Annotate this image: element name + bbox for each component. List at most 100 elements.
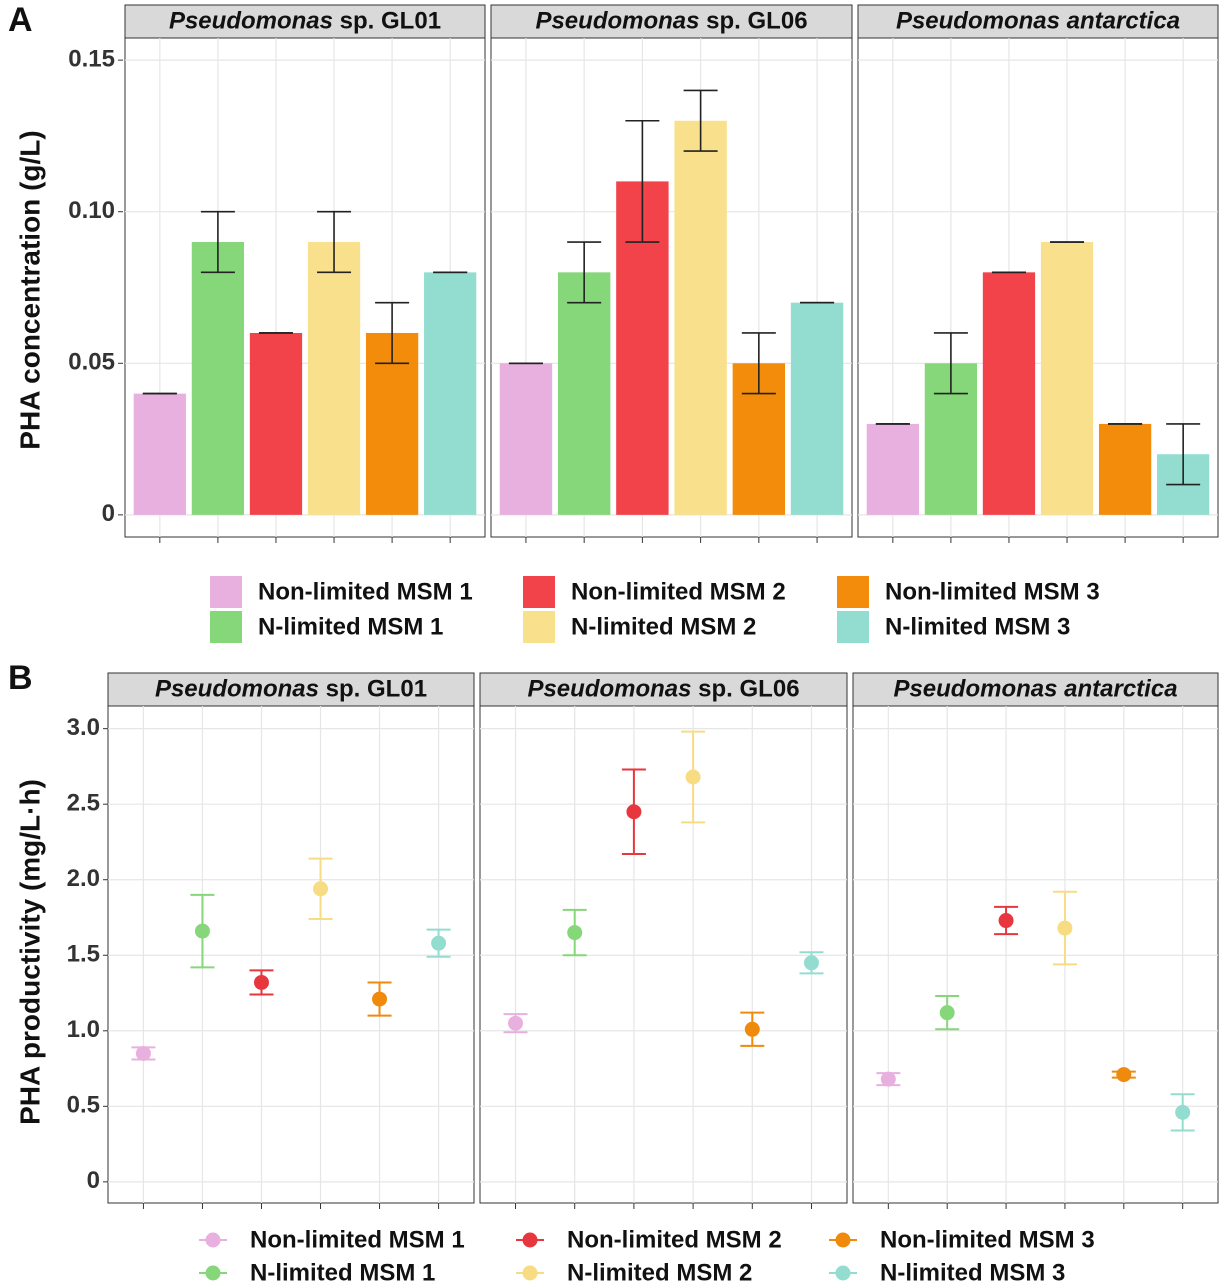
legend-key xyxy=(205,1265,221,1281)
point xyxy=(685,769,701,785)
legend-label: Non-limited MSM 3 xyxy=(880,1226,1095,1253)
point xyxy=(744,1021,760,1037)
y-axis-title: PHA productivity (mg/L·h) xyxy=(14,779,45,1125)
panel-label: A xyxy=(8,1,33,39)
facet-genus: Pseudomonas xyxy=(155,676,319,703)
point xyxy=(1057,920,1073,936)
legend-key xyxy=(835,1265,851,1281)
bar xyxy=(249,332,303,515)
facet-strip xyxy=(124,4,486,39)
error-bar xyxy=(741,332,776,395)
facet-species: sp. GL06 xyxy=(698,676,799,703)
legend-label: N-limited MSM 2 xyxy=(567,1259,752,1286)
legend-label: N-limited MSM 1 xyxy=(250,1259,435,1286)
facet-genus: Pseudomonas xyxy=(535,8,699,35)
facet-genus: Pseudomonas xyxy=(527,676,691,703)
legend-key xyxy=(522,1265,538,1281)
point xyxy=(803,955,819,971)
legend-swatch xyxy=(523,576,555,608)
bar xyxy=(1098,423,1152,515)
facet-species: sp. GL01 xyxy=(326,676,427,703)
y-tick-label: 2.0 xyxy=(67,865,100,892)
point xyxy=(1175,1104,1191,1120)
legend-swatch xyxy=(523,611,555,643)
legend-label: N-limited MSM 2 xyxy=(571,613,756,640)
bar xyxy=(424,272,477,515)
facet-genus: Pseudomonas antarctica xyxy=(896,8,1180,35)
point xyxy=(194,923,210,939)
facet-title: Pseudomonas antarctica xyxy=(896,8,1180,35)
y-tick-label: 0 xyxy=(102,500,115,527)
error-bar xyxy=(683,89,718,152)
legend-swatch xyxy=(210,611,242,643)
y-tick-label: 0.15 xyxy=(68,45,115,72)
y-tick-label: 0.05 xyxy=(68,349,115,376)
y-tick-label: 2.5 xyxy=(67,790,100,817)
point xyxy=(626,804,642,820)
bar xyxy=(557,272,611,515)
y-tick-label: 1.5 xyxy=(67,941,100,968)
y-tick-label: 0.10 xyxy=(68,197,115,224)
bar xyxy=(982,272,1036,515)
bar xyxy=(674,120,727,515)
panel-label: B xyxy=(8,659,33,697)
legend-key xyxy=(835,1232,851,1248)
error-bar xyxy=(933,332,968,395)
facet-strip xyxy=(852,672,1219,707)
facet-strip xyxy=(479,672,848,707)
legend-label: N-limited MSM 1 xyxy=(258,613,443,640)
plot-area xyxy=(107,705,475,1204)
bar xyxy=(307,242,361,515)
facet-title: Pseudomonas antarctica xyxy=(893,676,1177,703)
error-bar xyxy=(317,210,352,274)
legend-label: N-limited MSM 3 xyxy=(885,613,1070,640)
y-tick-label: 0.5 xyxy=(67,1092,100,1119)
legend-key xyxy=(205,1232,221,1248)
facet-genus: Pseudomonas xyxy=(169,8,333,35)
facet-species: sp. GL01 xyxy=(340,8,441,35)
point xyxy=(253,974,269,990)
bar xyxy=(191,242,245,515)
error-bar xyxy=(1166,423,1201,486)
error-bar xyxy=(625,119,660,243)
facet-title: Pseudomonas sp. GL01 xyxy=(155,676,427,703)
point xyxy=(939,1005,955,1021)
facet-strip xyxy=(107,672,475,707)
legend-label: Non-limited MSM 3 xyxy=(885,578,1100,605)
y-tick-label: 0 xyxy=(87,1167,100,1194)
y-axis-title: PHA concentration (g/L) xyxy=(14,130,45,449)
point xyxy=(880,1071,896,1087)
bar xyxy=(133,393,186,515)
error-bar xyxy=(567,241,602,304)
facet-species: sp. GL06 xyxy=(706,8,807,35)
legend-label: N-limited MSM 3 xyxy=(880,1259,1065,1286)
point xyxy=(372,991,388,1007)
legend-swatch xyxy=(210,576,242,608)
facet-strip xyxy=(490,4,853,39)
bar xyxy=(866,423,919,515)
legend-swatch xyxy=(837,576,869,608)
bar xyxy=(499,363,553,515)
error-bar xyxy=(200,210,235,274)
point xyxy=(313,881,329,897)
legend-label: Non-limited MSM 1 xyxy=(250,1226,465,1253)
point xyxy=(135,1045,151,1061)
point xyxy=(1116,1067,1132,1083)
legend-label: Non-limited MSM 2 xyxy=(567,1226,782,1253)
point xyxy=(998,913,1014,929)
bar xyxy=(1040,242,1094,515)
bar xyxy=(790,302,844,515)
plot-area xyxy=(479,705,848,1204)
point xyxy=(567,925,583,941)
legend-key xyxy=(522,1232,538,1248)
facet-strip xyxy=(857,4,1219,39)
y-tick-label: 1.0 xyxy=(67,1016,100,1043)
legend-label: Non-limited MSM 2 xyxy=(571,578,786,605)
point xyxy=(431,935,447,951)
legend-swatch xyxy=(837,611,869,643)
legend-label: Non-limited MSM 1 xyxy=(258,578,473,605)
facet-title: Pseudomonas sp. GL06 xyxy=(527,676,799,703)
plot-area xyxy=(852,705,1219,1204)
facet-title: Pseudomonas sp. GL01 xyxy=(169,8,441,35)
